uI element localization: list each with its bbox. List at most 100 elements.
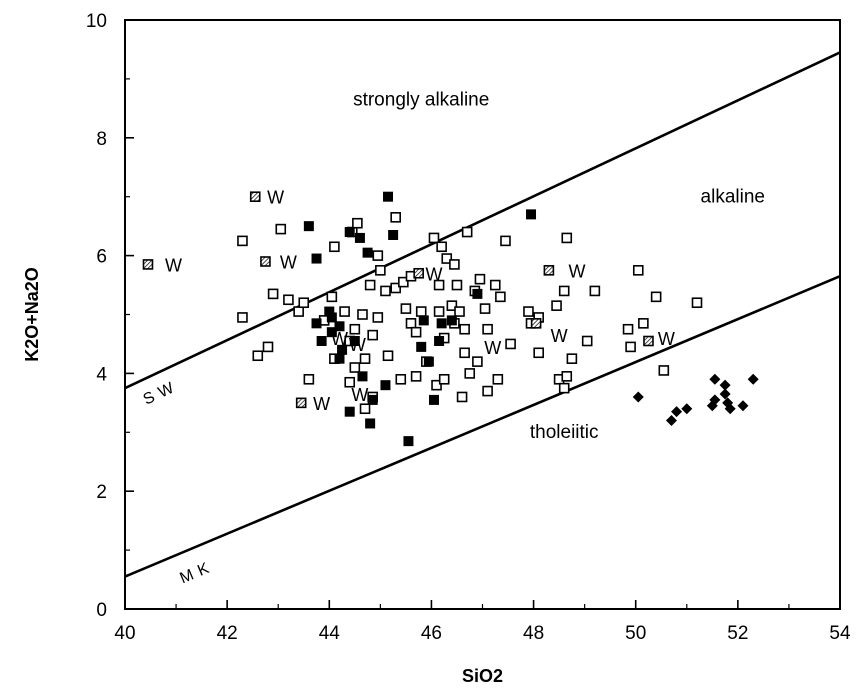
open-square-point bbox=[489, 279, 501, 291]
open-square-point bbox=[558, 382, 570, 394]
open-square-point bbox=[625, 341, 636, 353]
open-square-point bbox=[372, 250, 384, 261]
open-square-point bbox=[461, 226, 473, 238]
data-markers bbox=[142, 191, 759, 447]
hatched-square-point bbox=[295, 397, 307, 409]
open-square-point bbox=[551, 300, 562, 311]
boundary-label-sw: SW bbox=[141, 377, 182, 408]
filled-square-point bbox=[334, 353, 345, 364]
open-square-point bbox=[428, 232, 440, 244]
diamond-point bbox=[737, 400, 749, 412]
open-square-point bbox=[349, 323, 361, 335]
open-square-point bbox=[390, 282, 401, 294]
open-square-point bbox=[581, 335, 593, 347]
open-square-point bbox=[558, 285, 570, 297]
open-square-point bbox=[359, 353, 371, 364]
open-square-point bbox=[410, 371, 422, 382]
filled-square-point bbox=[354, 232, 365, 243]
filled-square-point bbox=[434, 336, 445, 347]
filled-square-point bbox=[357, 371, 368, 382]
open-square-point bbox=[367, 329, 378, 341]
open-square-point bbox=[446, 300, 458, 311]
y-tick-label: 4 bbox=[96, 364, 107, 385]
filled-square-point bbox=[526, 209, 537, 220]
boundary-label-mk: MK bbox=[177, 558, 217, 588]
filled-square-point bbox=[418, 315, 429, 326]
filled-square-point bbox=[303, 221, 314, 232]
open-square-point bbox=[459, 347, 470, 359]
open-square-point bbox=[691, 297, 703, 309]
open-square-point bbox=[495, 291, 506, 303]
boundary-line-sw bbox=[124, 51, 841, 390]
filled-square-point bbox=[344, 227, 355, 238]
hatched-square-point bbox=[142, 259, 154, 270]
hatched-square-point bbox=[413, 267, 424, 279]
filled-square-point bbox=[388, 229, 399, 240]
y-tick-label: 2 bbox=[96, 482, 107, 503]
open-square-point bbox=[472, 356, 483, 367]
open-square-point bbox=[293, 306, 304, 317]
open-square-point bbox=[329, 241, 340, 253]
open-square-point bbox=[382, 350, 394, 362]
open-square-point bbox=[658, 365, 670, 376]
w-annotation: W bbox=[280, 252, 297, 272]
filled-square-point bbox=[362, 247, 373, 258]
open-square-point bbox=[359, 403, 371, 415]
open-square-point bbox=[298, 297, 310, 309]
open-square-point bbox=[482, 323, 493, 335]
w-annotation: W bbox=[349, 335, 366, 355]
open-square-point bbox=[492, 373, 504, 385]
open-square-point bbox=[505, 338, 516, 350]
filled-square-point bbox=[428, 394, 439, 405]
boundary-line-mk bbox=[124, 275, 841, 578]
open-square-point bbox=[589, 285, 601, 297]
open-square-point bbox=[375, 265, 386, 276]
open-square-point bbox=[622, 323, 634, 335]
w-annotation: W bbox=[165, 255, 182, 275]
open-square-point bbox=[436, 241, 447, 253]
y-axis-title: K2O+Na2O bbox=[22, 267, 42, 362]
filled-square-point bbox=[326, 312, 337, 323]
open-square-point bbox=[433, 279, 445, 291]
filled-square-point bbox=[403, 436, 414, 447]
open-square-point bbox=[339, 306, 350, 317]
hatched-square-point bbox=[249, 191, 261, 202]
filled-square-point bbox=[337, 344, 348, 355]
x-tick-label: 44 bbox=[319, 623, 341, 644]
w-annotation: W bbox=[331, 329, 348, 349]
w-annotation: W bbox=[267, 188, 284, 208]
filled-square-point bbox=[334, 321, 345, 332]
open-square-point bbox=[267, 288, 279, 300]
w-annotation: W bbox=[313, 394, 330, 414]
y-tick-label: 8 bbox=[96, 129, 107, 150]
open-square-point bbox=[372, 312, 384, 323]
hatched-square-point bbox=[260, 256, 271, 267]
filled-square-point bbox=[472, 288, 483, 299]
filled-square-point bbox=[423, 356, 434, 367]
open-square-point bbox=[561, 371, 573, 382]
region-label: tholeiitic bbox=[530, 422, 599, 443]
open-square-point bbox=[326, 291, 338, 303]
open-square-point bbox=[398, 276, 409, 288]
x-tick-label: 48 bbox=[523, 623, 544, 644]
open-square-point bbox=[456, 391, 468, 403]
open-square-point bbox=[449, 259, 460, 270]
x-axis-title: SiO2 bbox=[462, 666, 503, 686]
open-square-point bbox=[438, 373, 450, 385]
open-square-point bbox=[459, 323, 470, 335]
w-annotation: W bbox=[425, 264, 442, 284]
open-square-point bbox=[283, 294, 294, 306]
open-square-point bbox=[357, 309, 368, 320]
y-tick-label: 10 bbox=[86, 11, 107, 32]
filled-square-point bbox=[311, 253, 322, 264]
open-square-point bbox=[395, 373, 407, 385]
open-square-point bbox=[237, 312, 248, 323]
open-square-point bbox=[482, 385, 493, 397]
region-label: alkaline bbox=[701, 187, 765, 208]
region-label: strongly alkaline bbox=[353, 89, 489, 110]
open-square-point bbox=[454, 306, 465, 317]
x-tick-label: 52 bbox=[727, 623, 748, 644]
diamond-point bbox=[632, 391, 644, 403]
open-square-point bbox=[566, 353, 578, 364]
